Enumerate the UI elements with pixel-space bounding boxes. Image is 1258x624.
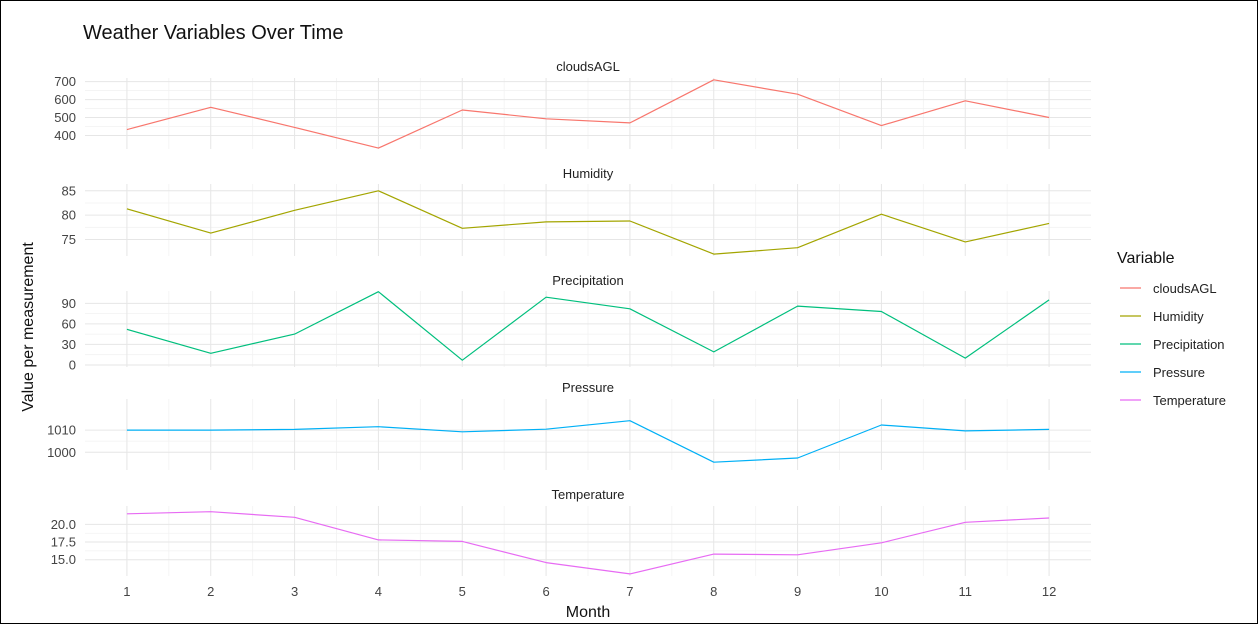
panel-title: Humidity (563, 166, 614, 181)
x-tick-label: 8 (710, 584, 717, 599)
x-tick-label: 2 (207, 584, 214, 599)
y-tick-label: 0 (69, 357, 76, 372)
x-tick-label: 6 (542, 584, 549, 599)
x-tick-label: 10 (874, 584, 888, 599)
y-tick-label: 90 (62, 296, 76, 311)
legend-label: Pressure (1153, 365, 1205, 380)
y-tick-label: 500 (54, 110, 76, 125)
x-tick-label: 1 (123, 584, 130, 599)
x-tick-label: 3 (291, 584, 298, 599)
x-tick-label: 5 (459, 584, 466, 599)
panel-title: cloudsAGL (556, 59, 620, 74)
series-line-precipitation (126, 291, 1050, 361)
legend-title: Variable (1117, 250, 1175, 267)
y-tick-label: 20.0 (51, 517, 76, 532)
y-tick-label: 1010 (47, 423, 76, 438)
series-line-humidity (126, 190, 1050, 255)
series-line-temperature (126, 511, 1050, 575)
y-tick-label: 700 (54, 74, 76, 89)
legend-label: cloudsAGL (1153, 281, 1217, 296)
x-tick-label: 7 (626, 584, 633, 599)
y-tick-label: 1000 (47, 445, 76, 460)
y-tick-label: 600 (54, 92, 76, 107)
chart-title: Weather Variables Over Time (83, 22, 343, 44)
x-axis-title: Month (566, 604, 610, 621)
y-tick-label: 85 (62, 183, 76, 198)
y-tick-label: 75 (62, 232, 76, 247)
x-tick-label: 4 (375, 584, 382, 599)
y-tick-label: 17.5 (51, 535, 76, 550)
x-tick-label: 12 (1042, 584, 1056, 599)
legend-label: Temperature (1153, 393, 1226, 408)
legend-label: Humidity (1153, 309, 1204, 324)
y-tick-label: 30 (62, 337, 76, 352)
panel-title: Temperature (552, 487, 625, 502)
y-axis-title: Value per measurement (20, 242, 37, 412)
panel-title: Pressure (562, 380, 614, 395)
y-tick-label: 80 (62, 208, 76, 223)
legend-label: Precipitation (1153, 337, 1225, 352)
y-tick-label: 15.0 (51, 552, 76, 567)
panel-title: Precipitation (552, 273, 624, 288)
x-tick-label: 11 (959, 584, 973, 599)
y-tick-label: 60 (62, 316, 76, 331)
y-tick-label: 400 (54, 128, 76, 143)
series-line-pressure (126, 420, 1050, 463)
x-tick-label: 9 (794, 584, 801, 599)
series-line-cloudsagl (126, 79, 1050, 149)
